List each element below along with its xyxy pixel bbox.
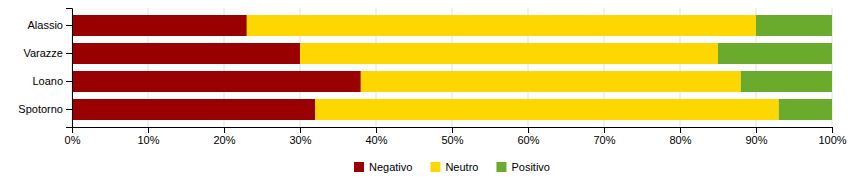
x-tick-label: 0% bbox=[65, 134, 81, 146]
x-tick-mark bbox=[148, 127, 149, 133]
legend-swatch bbox=[430, 162, 440, 172]
x-tick-label: 100% bbox=[818, 134, 846, 146]
plot: 0% 10% 20% 30% 40% 50% 60% 70% 80% 90% 100% Alassio… bbox=[18, 8, 846, 146]
bar bbox=[72, 43, 300, 64]
legend-item: Negativo bbox=[354, 161, 412, 173]
series bbox=[718, 15, 832, 120]
x-tick: 10% bbox=[137, 127, 159, 146]
y-tick: Spotorno bbox=[18, 103, 72, 115]
legend-label: Negativo bbox=[369, 161, 412, 173]
x-tick: 100% bbox=[818, 127, 846, 146]
y-tick: Varazze bbox=[23, 47, 72, 59]
x-tick-label: 60% bbox=[517, 134, 539, 146]
y-tick-mark bbox=[66, 81, 72, 82]
bars bbox=[72, 15, 832, 120]
y-tick: Loano bbox=[32, 75, 72, 87]
bar bbox=[741, 71, 832, 92]
x-axis-line bbox=[73, 128, 833, 134]
x-tick-mark bbox=[680, 127, 681, 133]
y-tick-label: Spotorno bbox=[18, 103, 63, 115]
x-tick: 50% bbox=[441, 127, 463, 146]
x-tick-mark bbox=[452, 127, 453, 133]
x-tick-label: 40% bbox=[365, 134, 387, 146]
x-tick: 90% bbox=[745, 127, 767, 146]
x-tick: 40% bbox=[365, 127, 387, 146]
bar bbox=[72, 15, 247, 36]
bar bbox=[718, 43, 832, 64]
bar bbox=[779, 99, 832, 120]
legend-label: Neutro bbox=[445, 161, 478, 173]
bar bbox=[72, 71, 361, 92]
bar bbox=[300, 43, 718, 64]
bar bbox=[756, 15, 832, 36]
x-tick-mark bbox=[604, 127, 605, 133]
bar bbox=[72, 99, 315, 120]
x-tick: 70% bbox=[593, 127, 615, 146]
y-axis-line bbox=[66, 9, 73, 128]
x-tick-mark bbox=[376, 127, 377, 133]
y-tick-mark bbox=[66, 109, 72, 110]
legend-item: Positivo bbox=[496, 161, 550, 173]
x-tick: 60% bbox=[517, 127, 539, 146]
chart: 0% 10% 20% 30% 40% 50% 60% 70% 80% 90% 100% Alassio… bbox=[0, 0, 856, 181]
bar bbox=[361, 71, 741, 92]
y-axis: Alassio Varazze Loano Spotorno bbox=[18, 9, 72, 128]
bar bbox=[247, 15, 756, 36]
x-axis: 0% 10% 20% 30% 40% 50% 60% 70% 80% 90% 100% bbox=[65, 127, 847, 146]
x-tick-label: 10% bbox=[137, 134, 159, 146]
x-tick-label: 70% bbox=[593, 134, 615, 146]
legend: Negativo Neutro Positivo bbox=[354, 161, 550, 173]
legend-swatch bbox=[496, 162, 506, 172]
y-tick-label: Alassio bbox=[28, 19, 63, 31]
x-tick-mark bbox=[224, 127, 225, 133]
series bbox=[247, 15, 779, 120]
x-tick-label: 30% bbox=[289, 134, 311, 146]
y-tick-mark bbox=[66, 53, 72, 54]
y-tick-label: Loano bbox=[32, 75, 63, 87]
legend-swatch bbox=[354, 162, 364, 172]
x-tick: 0% bbox=[65, 127, 81, 146]
x-tick-label: 50% bbox=[441, 134, 463, 146]
y-tick-label: Varazze bbox=[23, 47, 63, 59]
x-tick-label: 90% bbox=[745, 134, 767, 146]
x-tick: 80% bbox=[669, 127, 691, 146]
legend-item: Neutro bbox=[430, 161, 478, 173]
x-tick-mark bbox=[300, 127, 301, 133]
x-tick-mark bbox=[528, 127, 529, 133]
x-tick-mark bbox=[756, 127, 757, 133]
x-tick-label: 20% bbox=[213, 134, 235, 146]
legend-label: Positivo bbox=[511, 161, 550, 173]
x-tick-label: 80% bbox=[669, 134, 691, 146]
x-tick: 30% bbox=[289, 127, 311, 146]
y-tick-mark bbox=[66, 25, 72, 26]
bar bbox=[315, 99, 779, 120]
x-tick: 20% bbox=[213, 127, 235, 146]
x-tick-mark bbox=[832, 127, 833, 133]
y-tick: Alassio bbox=[28, 19, 72, 31]
grid bbox=[72, 8, 832, 127]
